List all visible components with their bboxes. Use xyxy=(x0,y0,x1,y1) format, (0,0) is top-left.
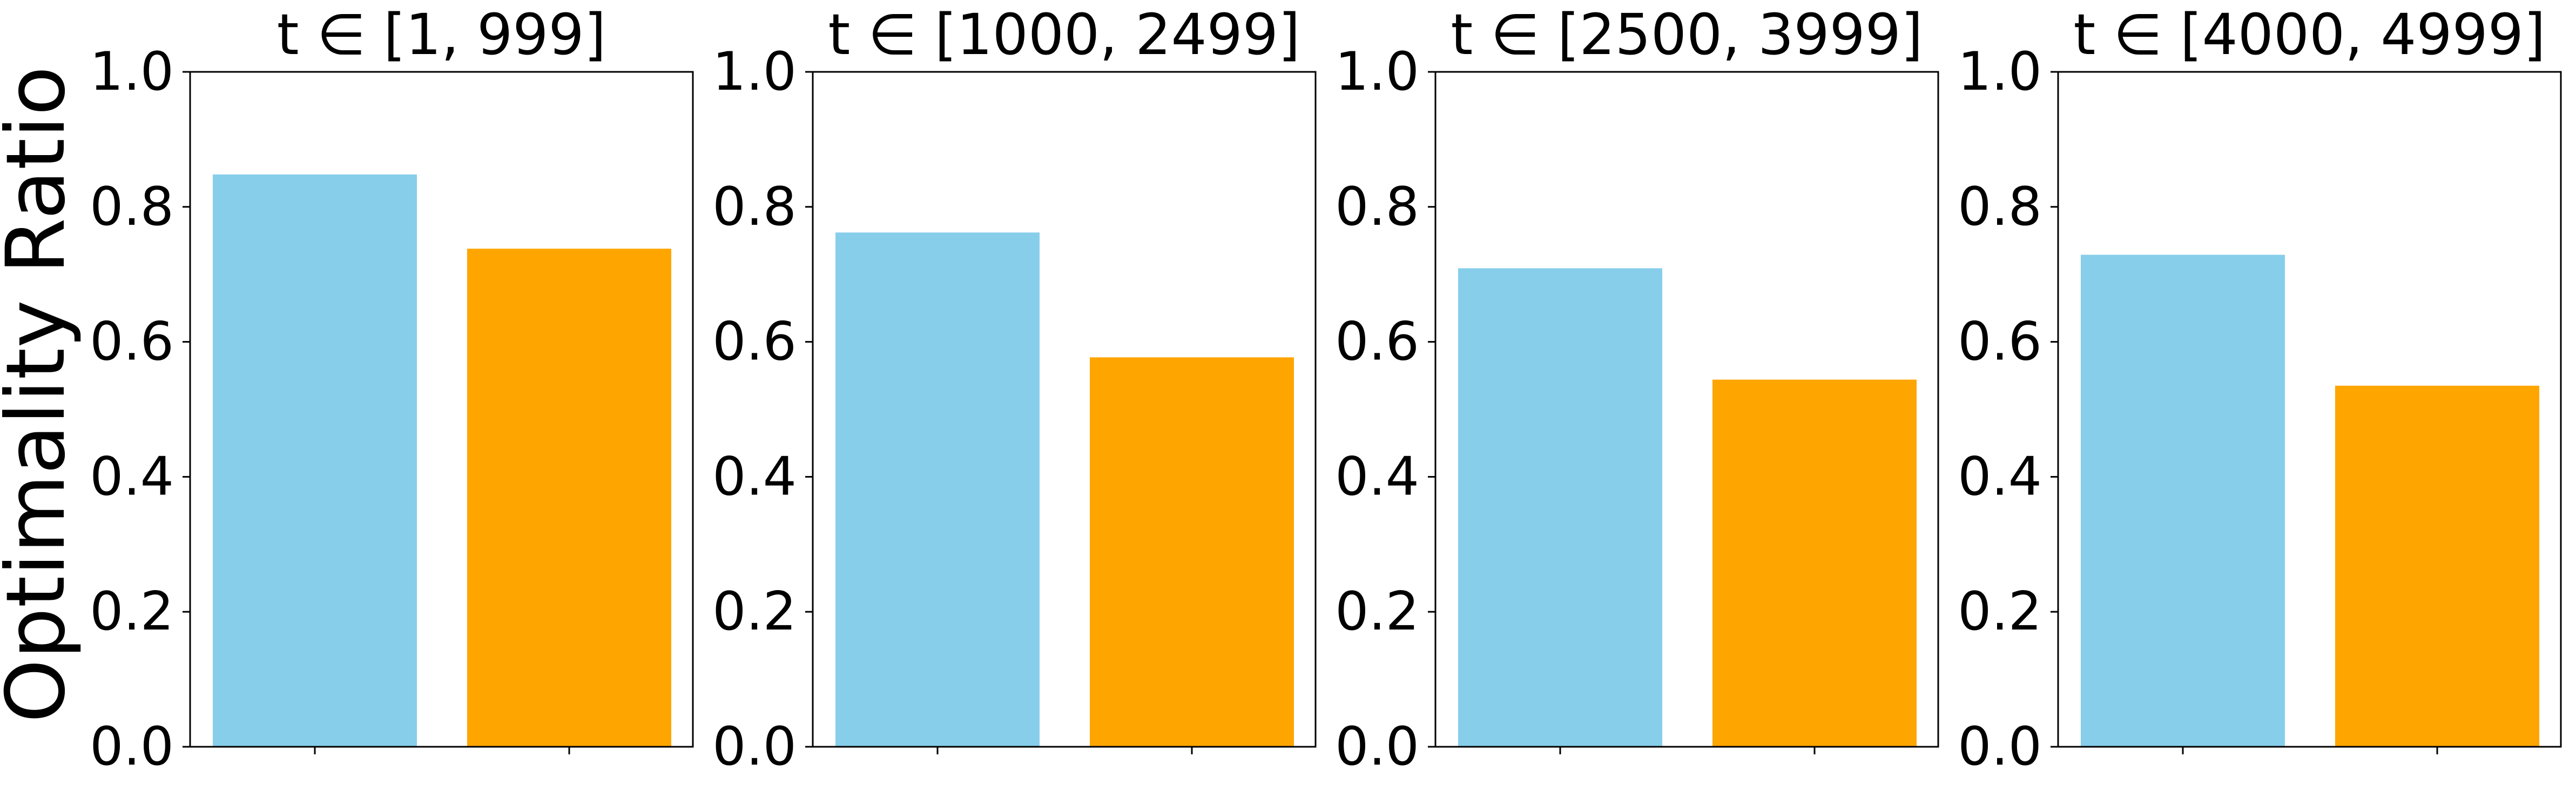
y-tick-label: 1.0 xyxy=(90,41,174,103)
panels: 0.00.20.40.60.81.0t ∈ [1, 999]0.00.20.40… xyxy=(90,2,2562,778)
panel-3: 0.0 0.2 0.4 0.6 0.8 1.0 t ∈ [2500, 3999] xyxy=(1335,2,1939,778)
y-tick-label: 0.8 xyxy=(1958,176,2042,238)
y-tick-label: 0.0 xyxy=(712,716,797,778)
y-tick-label: 0.2 xyxy=(90,581,174,642)
bar-panel-3-1 xyxy=(1458,268,1662,747)
panel-4: 0.0 0.2 0.4 0.6 0.8 1.0 t ∈ [4000, 4999] xyxy=(1958,2,2562,778)
bar-panel-4-1 xyxy=(2081,255,2285,747)
y-tick-label: 0.0 xyxy=(1335,716,1419,778)
plot-frame xyxy=(189,71,694,748)
y-tick-label: 0.8 xyxy=(712,176,797,238)
plot-frame xyxy=(812,71,1317,748)
y-tick-label: 0.4 xyxy=(712,446,797,507)
y-tick-label: 0.2 xyxy=(1335,581,1419,642)
y-tick-label: 0.8 xyxy=(90,176,174,238)
y-tick-label: 0.2 xyxy=(712,581,797,642)
panel-title: t ∈ [1000, 2499] xyxy=(828,2,1300,68)
y-tick-label: 0.8 xyxy=(1335,176,1419,238)
panel-title: t ∈ [4000, 4999] xyxy=(2073,2,2545,68)
y-tick-label: 0.6 xyxy=(1958,311,2042,373)
bar-panel-2-1 xyxy=(835,232,1040,747)
y-tick-label: 0.0 xyxy=(90,716,174,778)
y-tick-label: 1.0 xyxy=(712,41,797,103)
y-tick-label: 0.4 xyxy=(90,446,174,507)
y-tick-label: 1.0 xyxy=(1958,41,2042,103)
y-tick-label: 0.4 xyxy=(1958,446,2042,507)
plot-frame xyxy=(2057,71,2562,748)
bar-panel-1-1 xyxy=(213,174,417,747)
y-tick-label: 0.4 xyxy=(1335,446,1419,507)
panel-1: 0.0 0.2 0.4 0.6 0.8 1.0 t ∈ [1, 999] xyxy=(90,2,694,778)
y-tick-label: 0.2 xyxy=(1958,581,2042,642)
y-tick-label: 0.6 xyxy=(90,311,174,373)
panel-title: t ∈ [2500, 3999] xyxy=(1451,2,1923,68)
bar-panel-4-2 xyxy=(2335,385,2539,747)
y-tick-label: 1.0 xyxy=(1335,41,1419,103)
y-tick-label: 0.6 xyxy=(1335,311,1419,373)
plot-frame xyxy=(1434,71,1939,748)
bar-panel-2-2 xyxy=(1090,357,1294,747)
y-axis-label: Optimality Ratio xyxy=(0,66,83,723)
panel-title: t ∈ [1, 999] xyxy=(277,2,606,68)
y-tick-label: 0.0 xyxy=(1958,716,2042,778)
bar-panel-1-2 xyxy=(467,249,671,747)
y-tick-label: 0.6 xyxy=(712,311,797,373)
bar-panel-3-2 xyxy=(1712,379,1917,747)
panel-2: 0.0 0.2 0.4 0.6 0.8 1.0 t ∈ [1000, 2499] xyxy=(712,2,1317,778)
